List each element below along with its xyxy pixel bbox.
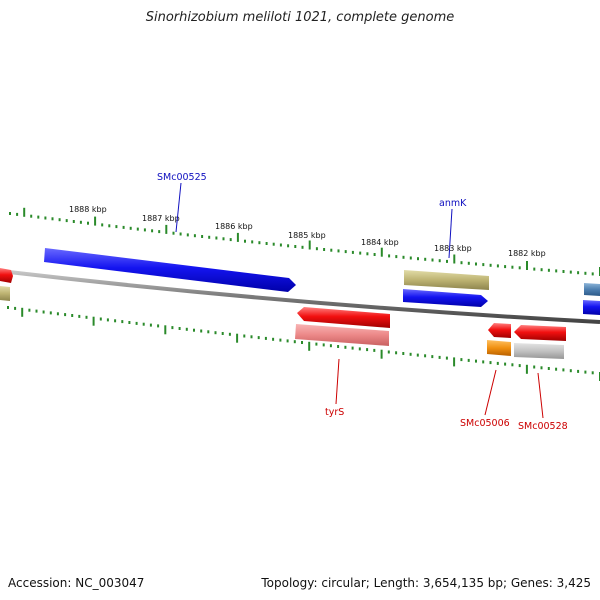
leader-smc00528 [537,372,544,419]
scale-labels: 1888 kbp 1887 kbp 1886 kbp 1885 kbp 1884… [69,205,546,258]
gene-label-smc05006[interactable]: SMc05006 [460,418,510,429]
label-leaders [175,182,544,419]
gene-arrow-smc05006[interactable] [488,323,511,338]
gene-arrow-partial-right-1[interactable] [584,283,600,296]
scale-ticks-outer [9,207,600,276]
kbp-label: 1882 kbp [508,249,546,258]
map-title: Sinorhizobium meliloti 1021, complete ge… [145,10,455,25]
rna-feature-partial-left[interactable] [0,286,10,301]
gene-label-anmk[interactable]: anmK [439,198,467,209]
feature-tyrs-pink[interactable] [295,324,389,346]
genome-summary-text: Topology: circular; Length: 3,654,135 bp… [261,576,591,590]
gene-labels: SMc00525 anmK tyrS SMc05006 SMc00528 [157,172,568,432]
gene-arrow-smc00525[interactable] [44,248,296,292]
rna-feature-anmk[interactable] [404,270,489,290]
scale-ticks-inner [7,306,600,381]
gene-arrow-anmk[interactable] [403,289,488,307]
kbp-label: 1886 kbp [215,222,253,231]
kbp-label: 1884 kbp [361,238,399,247]
forward-genes [0,248,600,315]
gene-arrow-partial-right-2[interactable] [583,300,600,315]
accession-text: Accession: NC_003047 [8,576,145,590]
feature-smc05006-orange[interactable] [487,340,511,356]
genome-backbone [0,269,600,324]
gene-label-smc00528[interactable]: SMc00528 [518,421,568,432]
gene-arrow-tyrs[interactable] [297,307,390,328]
leader-smc00525 [175,182,182,233]
feature-smc00528-gray[interactable] [514,343,564,359]
kbp-label: 1885 kbp [288,231,326,240]
leader-anmk [448,208,453,259]
reverse-genes [295,307,566,359]
gene-arrow-smc00528[interactable] [514,325,566,341]
gene-label-smc00525[interactable]: SMc00525 [157,172,207,183]
gene-arrow-partial-left[interactable] [0,268,13,283]
kbp-label: 1888 kbp [69,205,107,214]
leader-smc05006 [484,369,497,416]
kbp-label: 1887 kbp [142,214,180,223]
kbp-label: 1883 kbp [434,244,472,253]
gene-label-tyrs[interactable]: tyrS [325,407,344,418]
leader-tyrs [335,358,340,405]
